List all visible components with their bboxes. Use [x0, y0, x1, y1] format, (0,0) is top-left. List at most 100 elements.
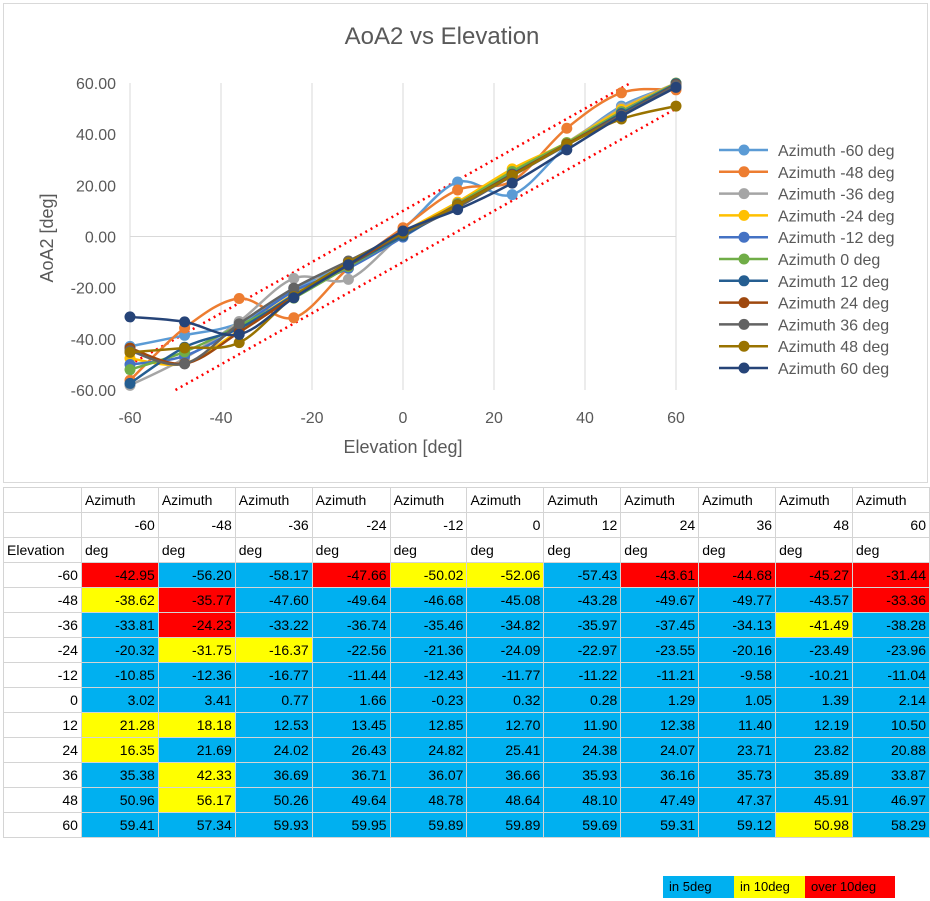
value-cell: 46.97 [852, 787, 930, 813]
data-point [452, 184, 464, 196]
header-row-azimuth-cell: Azimuth [775, 487, 853, 513]
table-row: 36 35.38 42.33 36.69 36.71 36.07 36.66 35.93 36.… [3, 762, 930, 788]
legend-label: Azimuth -48 deg [778, 165, 895, 182]
value-cell: 0.32 [466, 687, 545, 713]
data-point [452, 176, 464, 188]
value-cell: -45.08 [466, 587, 545, 613]
value-cell: -23.55 [620, 637, 700, 663]
value-cell: 23.71 [698, 737, 777, 763]
value-cell: -0.23 [389, 687, 468, 713]
header-row-units-cell: deg [852, 537, 930, 563]
value-cell: 0.28 [543, 687, 622, 713]
header-row-azimuth-value-cell [3, 512, 82, 538]
value-cell: 16.35 [80, 737, 159, 763]
value-cell: 59.93 [234, 812, 313, 838]
value-cell: 59.31 [620, 812, 700, 838]
value-cell: -43.28 [543, 587, 622, 613]
elevation-cell: 36 [3, 762, 82, 788]
value-cell: 56.17 [157, 787, 236, 813]
value-cell: -33.81 [80, 612, 159, 638]
value-cell: -11.44 [311, 662, 391, 688]
elevation-cell: 12 [3, 712, 82, 738]
axis-ticks: -60 -40 -20 0 20 40 60 60.00 40.00 20.00 0.00 -20.0… [71, 76, 685, 427]
elevation-cell: 48 [3, 787, 82, 813]
table-row: -36 -33.81 -24.23 -33.22 -36.74 -35.46 -34.82-… [3, 612, 930, 638]
data-point [670, 100, 682, 112]
header-row-units-cell: deg [311, 537, 391, 563]
value-cell: -34.13 [698, 612, 777, 638]
value-cell: -38.28 [852, 612, 930, 638]
value-cell: 48.64 [466, 787, 545, 813]
value-cell: 1.39 [775, 687, 853, 713]
value-cell: 24.38 [543, 737, 622, 763]
y-tick-label: 40.00 [76, 127, 116, 144]
legend-label: Azimuth -24 deg [778, 208, 895, 225]
data-point [288, 282, 300, 294]
data-point [342, 273, 354, 285]
value-cell: 59.12 [698, 812, 777, 838]
x-tick-label: 40 [576, 410, 594, 427]
data-point [179, 316, 191, 328]
value-cell: -44.68 [698, 562, 777, 588]
data-point [124, 364, 136, 376]
x-tick-label: 20 [485, 410, 503, 427]
legend-swatch-marker [738, 275, 750, 287]
value-cell: 50.26 [234, 787, 313, 813]
header-row-units-cell: deg [620, 537, 700, 563]
header-row-azimuth-value-cell: 48 [775, 512, 853, 538]
legend-entry: Azimuth 36 deg [719, 317, 889, 334]
value-cell: 47.37 [698, 787, 777, 813]
value-cell: 10.50 [852, 712, 930, 738]
lower-tolerance-line [174, 107, 677, 392]
legend-label: Azimuth -12 deg [778, 230, 895, 247]
header-row-azimuth-cell: Azimuth [389, 487, 468, 513]
legend-entry: Azimuth -48 deg [719, 165, 895, 182]
legend-entry: Azimuth 60 deg [719, 361, 889, 378]
value-cell: -20.32 [80, 637, 159, 663]
data-point [670, 81, 682, 93]
value-cell: -56.20 [157, 562, 236, 588]
key-over-10deg: over 10deg [805, 876, 895, 898]
legend-entry: Azimuth -60 deg [719, 143, 895, 160]
data-point [615, 87, 627, 99]
value-cell: 45.91 [775, 787, 853, 813]
value-cell: 13.45 [311, 712, 391, 738]
value-cell: 59.41 [80, 812, 159, 838]
key-in-5deg: in 5deg [663, 876, 734, 898]
table-row: -48 -38.62 -35.77 -47.60 -49.64 -46.68 -45.08-… [3, 587, 930, 613]
value-cell: -35.46 [389, 612, 468, 638]
value-cell: 12.38 [620, 712, 700, 738]
y-tick-label: -40.00 [71, 332, 116, 349]
legend-label: Azimuth 48 deg [778, 339, 889, 356]
legend-label: Azimuth 0 deg [778, 252, 880, 269]
elevation-cell: -60 [3, 562, 82, 588]
elevation-cell: -36 [3, 612, 82, 638]
header-row-azimuth-value-cell: 12 [543, 512, 622, 538]
y-tick-label: 20.00 [76, 178, 116, 195]
value-cell: -33.22 [234, 612, 313, 638]
value-cell: 11.40 [698, 712, 777, 738]
value-cell: 35.93 [543, 762, 622, 788]
value-cell: -11.77 [466, 662, 545, 688]
table-row: 0 3.02 3.41 0.77 1.66 -0.23 0.32 0.28 1.29 1.05 1.… [3, 687, 930, 713]
header-row-azimuth-cell: Azimuth [311, 487, 391, 513]
value-cell: 11.90 [543, 712, 622, 738]
data-point [342, 259, 354, 271]
value-cell: 33.87 [852, 762, 930, 788]
table-row: 24 16.35 21.69 24.02 26.43 24.82 25.41 24.38 24.… [3, 737, 930, 763]
value-cell: -42.95 [80, 562, 159, 588]
elevation-cell: -48 [3, 587, 82, 613]
value-cell: -31.75 [157, 637, 236, 663]
value-cell: -11.22 [543, 662, 622, 688]
value-cell: 12.53 [234, 712, 313, 738]
header-row-azimuth-cell: Azimuth [620, 487, 700, 513]
legend-swatch-marker [738, 144, 750, 156]
value-cell: 36.71 [311, 762, 391, 788]
header-row-azimuth-cell: Azimuth [698, 487, 777, 513]
value-cell: 25.41 [466, 737, 545, 763]
value-cell: -41.49 [775, 612, 853, 638]
value-cell: -22.56 [311, 637, 391, 663]
x-tick-label: -60 [118, 410, 141, 427]
value-cell: 12.85 [389, 712, 468, 738]
value-cell: -43.57 [775, 587, 853, 613]
